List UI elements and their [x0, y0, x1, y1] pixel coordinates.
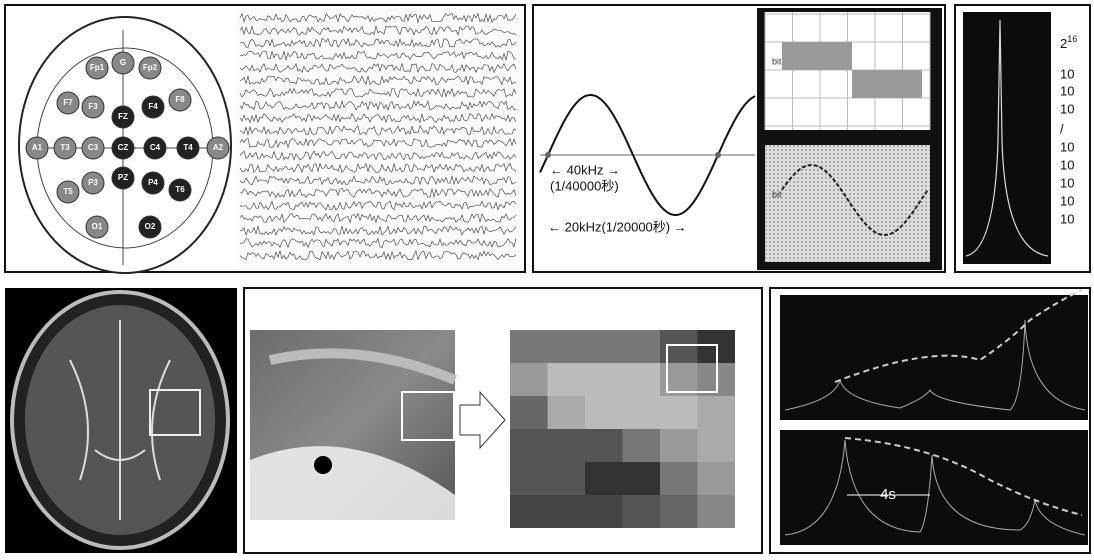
electrode-label: O2: [145, 222, 156, 231]
mosaic-cell: [585, 429, 623, 462]
mosaic-cell: [698, 396, 736, 429]
pixel-mosaic: [510, 330, 735, 528]
mosaic-cell: [623, 363, 661, 396]
electrode-label: Fp2: [143, 63, 158, 72]
spectrum-plot: [963, 12, 1051, 264]
electrode-label: P4: [148, 178, 158, 187]
axis-label: bit: [772, 56, 782, 66]
freq-label: ← 40kHz →: [550, 162, 620, 177]
quantized-block: [782, 42, 852, 70]
electrode-label: F4: [148, 102, 158, 111]
peaks-plot: [780, 295, 1088, 420]
period-label: (1/40000秒): [550, 178, 619, 193]
dark-spot: [314, 456, 332, 474]
electrode-label: G: [120, 58, 126, 67]
mosaic-cell: [510, 396, 548, 429]
mosaic-cell: [585, 396, 623, 429]
mosaic-cell: [585, 330, 623, 363]
mosaic-cell: [660, 495, 698, 528]
mosaic-cell: [548, 429, 586, 462]
scale-label: 10: [1060, 101, 1074, 116]
mosaic-cell: [623, 462, 661, 495]
sample-point: [715, 152, 721, 158]
electrode-label: T5: [63, 187, 73, 196]
base: 2: [1060, 36, 1067, 51]
electrode-label: T4: [183, 143, 193, 152]
electrode-label: PZ: [118, 173, 128, 182]
electrode-label: T6: [175, 185, 185, 194]
electrode-label: O1: [92, 222, 103, 231]
mosaic-cell: [585, 363, 623, 396]
scale-label: 10: [1060, 139, 1074, 154]
mosaic-cell: [510, 363, 548, 396]
scale-labels: 10 10 10 / 10 10 10 10 10: [1060, 66, 1074, 226]
electrode-label: F7: [63, 98, 73, 107]
axis-label: bit: [772, 189, 782, 199]
mosaic-cell: [548, 330, 586, 363]
scale-label: /: [1060, 121, 1064, 136]
electrode-label: F8: [175, 95, 185, 104]
exponent: 16: [1067, 34, 1077, 44]
electrode-label: C4: [150, 143, 161, 152]
fine-plot: [765, 145, 930, 262]
mosaic-cell: [585, 495, 623, 528]
mosaic-cell: [698, 495, 736, 528]
electrode-label: F3: [88, 102, 98, 111]
mosaic-cell: [660, 330, 698, 363]
mosaic-cell: [660, 429, 698, 462]
mosaic-cell: [623, 429, 661, 462]
mosaic-cell: [623, 330, 661, 363]
scale-label: 10: [1060, 193, 1074, 208]
quantized-block: [852, 70, 922, 98]
mosaic-cell: [548, 363, 586, 396]
mosaic-cell: [698, 429, 736, 462]
scale-label: 10: [1060, 66, 1074, 81]
interval-label: 4s: [880, 486, 896, 503]
mosaic-cell: [660, 396, 698, 429]
electrode-label: A1: [32, 143, 43, 152]
scale-label: 10: [1060, 211, 1074, 226]
peaks-plot: [780, 430, 1088, 545]
mosaic-cell: [585, 462, 623, 495]
figure: Fp1 G Fp2 F7 F3 FZ F4 F8 A1 T3 C3 CZ C4 T4 A2 T5 P3 PZ P4 T…: [0, 0, 1094, 555]
mosaic-cell: [548, 495, 586, 528]
mosaic-cell: [548, 396, 586, 429]
mosaic-cell: [623, 396, 661, 429]
electrode-label: C3: [88, 143, 99, 152]
mosaic-cell: [698, 462, 736, 495]
sample-point: [545, 152, 551, 158]
electrode-label: A2: [213, 143, 224, 152]
mosaic-cell: [548, 462, 586, 495]
mosaic-cell: [510, 495, 548, 528]
electrode-label: P3: [88, 178, 98, 187]
mosaic-cell: [660, 462, 698, 495]
freq-label: ← 20kHz(1/20000秒) →: [548, 219, 687, 234]
scale-label: 10: [1060, 157, 1074, 172]
mosaic-cell: [510, 429, 548, 462]
page: Fp1 G Fp2 F7 F3 FZ F4 F8 A1 T3 C3 CZ C4 T4 A2 T5 P3 PZ P4 T…: [0, 0, 1094, 560]
electrode-label: Fp1: [90, 63, 105, 72]
mosaic-cell: [510, 330, 548, 363]
scale-label: 10: [1060, 83, 1074, 98]
mosaic-cell: [510, 462, 548, 495]
mosaic-cell: [623, 495, 661, 528]
scale-label: 10: [1060, 175, 1074, 190]
electrode-label: CZ: [118, 143, 129, 152]
electrode-label: T3: [60, 143, 70, 152]
electrode-label: FZ: [118, 112, 128, 121]
